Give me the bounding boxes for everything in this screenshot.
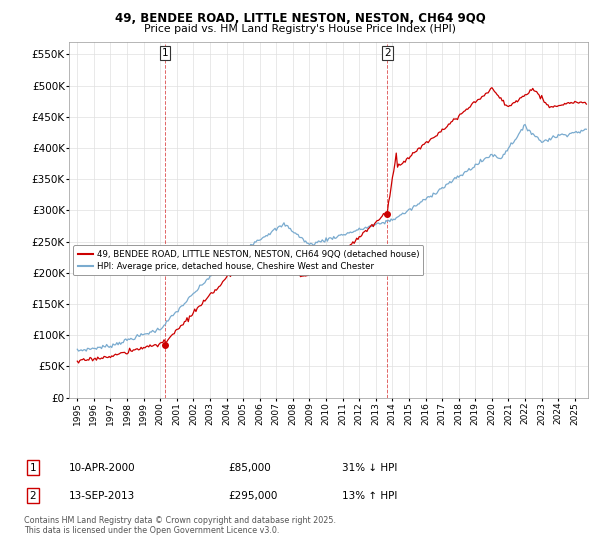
- Text: 2: 2: [29, 491, 37, 501]
- Text: 1: 1: [161, 48, 168, 58]
- Text: 2: 2: [384, 48, 391, 58]
- Text: 10-APR-2000: 10-APR-2000: [69, 463, 136, 473]
- Text: 1: 1: [29, 463, 37, 473]
- Text: 13-SEP-2013: 13-SEP-2013: [69, 491, 135, 501]
- Text: Price paid vs. HM Land Registry's House Price Index (HPI): Price paid vs. HM Land Registry's House …: [144, 24, 456, 34]
- Text: 49, BENDEE ROAD, LITTLE NESTON, NESTON, CH64 9QQ: 49, BENDEE ROAD, LITTLE NESTON, NESTON, …: [115, 12, 485, 25]
- Text: £85,000: £85,000: [228, 463, 271, 473]
- Text: 31% ↓ HPI: 31% ↓ HPI: [342, 463, 397, 473]
- Text: 13% ↑ HPI: 13% ↑ HPI: [342, 491, 397, 501]
- Text: £295,000: £295,000: [228, 491, 277, 501]
- Legend: 49, BENDEE ROAD, LITTLE NESTON, NESTON, CH64 9QQ (detached house), HPI: Average : 49, BENDEE ROAD, LITTLE NESTON, NESTON, …: [73, 245, 424, 276]
- Text: Contains HM Land Registry data © Crown copyright and database right 2025.
This d: Contains HM Land Registry data © Crown c…: [24, 516, 336, 535]
